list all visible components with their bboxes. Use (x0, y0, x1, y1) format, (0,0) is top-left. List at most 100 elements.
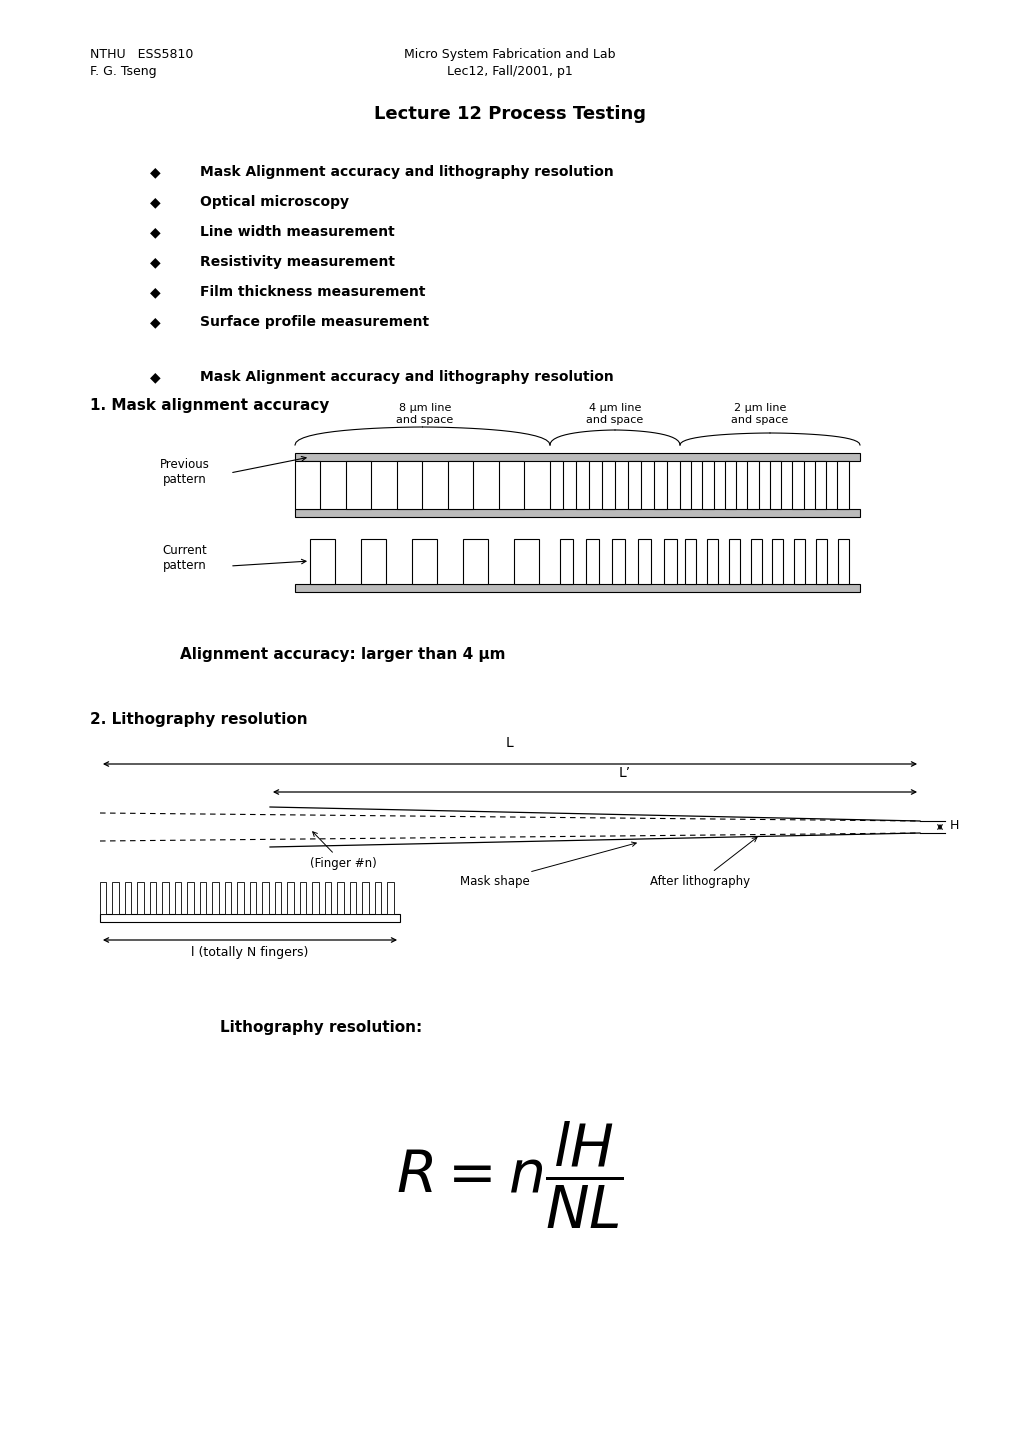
Text: Lithography resolution:: Lithography resolution: (220, 1020, 422, 1035)
Bar (294, 460, 320, 509)
Bar (576, 460, 588, 509)
Text: 2 μm line
and space: 2 μm line and space (731, 403, 788, 424)
Bar (702, 460, 713, 509)
Text: After lithography: After lithography (649, 837, 756, 887)
Bar (200, 882, 206, 913)
Bar (162, 882, 168, 913)
Text: ◆: ◆ (150, 165, 160, 179)
Text: Micro System Fabrication and Lab: Micro System Fabrication and Lab (404, 48, 615, 61)
Text: Surface profile measurement: Surface profile measurement (200, 315, 429, 329)
Text: Mask shape: Mask shape (460, 843, 636, 887)
Text: 1. Mask alignment accuracy: 1. Mask alignment accuracy (90, 398, 329, 413)
Bar (628, 460, 640, 509)
Bar (312, 882, 318, 913)
Text: Current
pattern: Current pattern (162, 544, 207, 571)
Bar (294, 509, 859, 517)
Bar (362, 882, 369, 913)
Text: NTHU   ESS5810: NTHU ESS5810 (90, 48, 194, 61)
Text: Previous
pattern: Previous pattern (160, 457, 210, 486)
Text: Lecture 12 Process Testing: Lecture 12 Process Testing (374, 105, 645, 123)
Text: ◆: ◆ (150, 195, 160, 209)
Bar (125, 882, 131, 913)
Bar (300, 882, 306, 913)
Text: $R = n\dfrac{lH}{NL}$: $R = n\dfrac{lH}{NL}$ (396, 1120, 623, 1231)
Bar (112, 882, 118, 913)
Bar (794, 540, 805, 584)
Bar (747, 460, 758, 509)
Bar (175, 882, 181, 913)
Text: ◆: ◆ (150, 315, 160, 329)
Bar (663, 540, 677, 584)
Bar (728, 540, 739, 584)
Bar (345, 460, 371, 509)
Bar (250, 882, 256, 913)
Bar (294, 584, 859, 592)
Bar (337, 882, 343, 913)
Bar (680, 460, 691, 509)
Bar (237, 882, 244, 913)
Bar (549, 460, 562, 509)
Text: ◆: ◆ (150, 225, 160, 240)
Bar (771, 540, 783, 584)
Bar (447, 460, 473, 509)
Bar (100, 882, 106, 913)
Bar (187, 882, 194, 913)
Bar (586, 540, 598, 584)
Bar (725, 460, 736, 509)
Bar (262, 882, 268, 913)
Text: H: H (949, 820, 959, 833)
Text: Film thickness measurement: Film thickness measurement (200, 286, 425, 299)
Bar (559, 540, 573, 584)
Text: ◆: ◆ (150, 255, 160, 268)
Bar (350, 882, 356, 913)
Bar (375, 882, 381, 913)
Bar (814, 460, 825, 509)
Bar (706, 540, 717, 584)
Bar (514, 540, 539, 584)
Text: Alignment accuracy: larger than 4 μm: Alignment accuracy: larger than 4 μm (179, 646, 505, 662)
Bar (837, 460, 848, 509)
Text: L: L (505, 736, 514, 750)
Bar (361, 540, 386, 584)
Bar (463, 540, 488, 584)
Text: Resistivity measurement: Resistivity measurement (200, 255, 394, 268)
Bar (769, 460, 781, 509)
Text: Mask Alignment accuracy and lithography resolution: Mask Alignment accuracy and lithography … (200, 165, 613, 179)
Bar (275, 882, 281, 913)
Bar (138, 882, 144, 913)
Text: Line width measurement: Line width measurement (200, 225, 394, 240)
Bar (212, 882, 218, 913)
Text: 8 μm line
and space: 8 μm line and space (396, 403, 453, 424)
Text: ◆: ◆ (150, 369, 160, 384)
Text: (Finger #n): (Finger #n) (310, 831, 376, 870)
Bar (792, 460, 803, 509)
Text: L’: L’ (619, 766, 631, 781)
Text: 2. Lithography resolution: 2. Lithography resolution (90, 711, 308, 727)
Bar (637, 540, 650, 584)
Bar (601, 460, 614, 509)
Bar (750, 540, 761, 584)
Bar (325, 882, 331, 913)
Bar (396, 460, 422, 509)
Bar (310, 540, 335, 584)
Bar (294, 453, 859, 460)
Text: Optical microscopy: Optical microscopy (200, 195, 348, 209)
Bar (387, 882, 393, 913)
Bar (225, 882, 231, 913)
Text: F. G. Tseng: F. G. Tseng (90, 65, 157, 78)
Bar (287, 882, 293, 913)
Bar (100, 913, 399, 922)
Bar (498, 460, 524, 509)
Bar (653, 460, 666, 509)
Text: Lec12, Fall/2001, p1: Lec12, Fall/2001, p1 (446, 65, 573, 78)
Bar (412, 540, 437, 584)
Bar (685, 540, 695, 584)
Bar (838, 540, 848, 584)
Bar (150, 882, 156, 913)
Bar (611, 540, 625, 584)
Text: 4 μm line
and space: 4 μm line and space (586, 403, 643, 424)
Text: l (totally N fingers): l (totally N fingers) (192, 947, 309, 960)
Bar (815, 540, 826, 584)
Text: Mask Alignment accuracy and lithography resolution: Mask Alignment accuracy and lithography … (200, 369, 613, 384)
Text: ◆: ◆ (150, 286, 160, 299)
